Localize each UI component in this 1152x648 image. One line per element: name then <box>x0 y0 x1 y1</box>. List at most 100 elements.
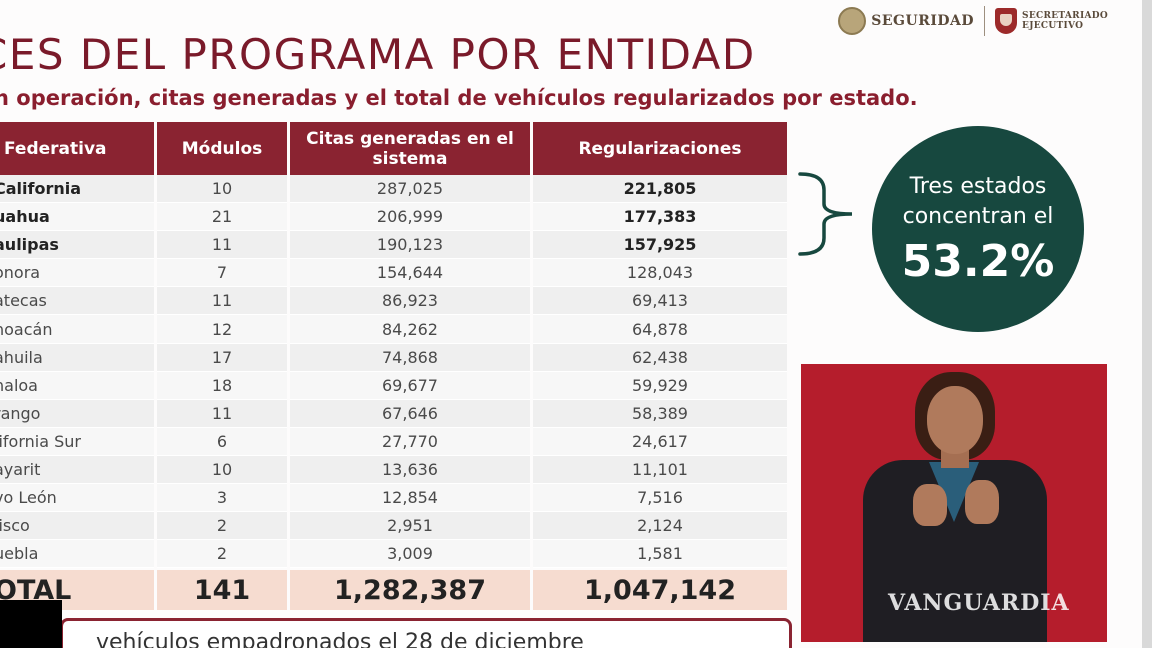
cell-regularizaciones: 128,043 <box>533 259 787 288</box>
table-row: lifornia Sur 6 27,770 24,617 <box>0 427 790 456</box>
cell-citas: 74,868 <box>290 343 530 372</box>
seguridad-logo: SEGURIDAD <box>838 7 974 35</box>
total-regularizaciones: 1,047,142 <box>533 570 787 611</box>
cell-citas: 2,951 <box>290 512 530 541</box>
header-citas: Citas generadas en el sistema <box>290 122 530 175</box>
cell-citas: 69,677 <box>290 371 530 400</box>
callout-percent: 53.2% <box>901 235 1055 287</box>
shield-icon <box>995 8 1018 34</box>
page-subtitle: n operación, citas generadas y el total … <box>0 86 918 110</box>
cell-modulos: 6 <box>157 427 287 456</box>
cell-regularizaciones: 1,581 <box>533 540 787 569</box>
cell-regularizaciones: 64,878 <box>533 315 787 344</box>
cell-modulos: 11 <box>157 287 287 316</box>
callout-text: Tres estados concentran el <box>902 173 1054 229</box>
cell-entidad: uebla <box>0 540 154 569</box>
table-row: vo León 3 12,854 7,516 <box>0 484 790 513</box>
total-modulos: 141 <box>157 570 287 611</box>
header-modulos: Módulos <box>157 122 287 175</box>
cell-entidad: uahua <box>0 203 154 232</box>
cell-citas: 13,636 <box>290 455 530 485</box>
cell-regularizaciones: 11,101 <box>533 455 787 485</box>
cell-entidad: aulipas <box>0 231 154 260</box>
table-row: aulipas 11 190,123 157,925 <box>0 231 790 260</box>
data-table: Federativa Módulos Citas generadas en el… <box>0 122 790 611</box>
cell-modulos: 3 <box>157 484 287 513</box>
cell-modulos: 11 <box>157 399 287 428</box>
cell-entidad: naloa <box>0 371 154 400</box>
cell-regularizaciones: 69,413 <box>533 287 787 316</box>
cell-modulos: 11 <box>157 231 287 260</box>
black-overlay-box <box>0 600 62 648</box>
seguridad-logo-text: SEGURIDAD <box>871 13 975 29</box>
cell-citas: 154,644 <box>290 259 530 288</box>
cell-citas: 67,646 <box>290 399 530 428</box>
cell-citas: 27,770 <box>290 427 530 456</box>
header-entidad: Federativa <box>0 122 154 175</box>
total-row: OTAL 141 1,282,387 1,047,142 <box>0 570 790 611</box>
page-title: CES DEL PROGRAMA POR ENTIDAD <box>0 30 756 79</box>
cell-citas: 287,025 <box>290 175 530 204</box>
cell-regularizaciones: 59,929 <box>533 371 787 400</box>
watermark: VANGUARDIA <box>888 590 1070 616</box>
cell-entidad: ahuila <box>0 343 154 372</box>
seal-icon <box>838 7 867 35</box>
secretariado-logo: SECRETARIADO EJECUTIVO <box>995 8 1108 34</box>
cell-regularizaciones: 24,617 <box>533 427 787 456</box>
cell-citas: 206,999 <box>290 203 530 232</box>
cell-citas: 3,009 <box>290 540 530 569</box>
cell-modulos: 10 <box>157 175 287 204</box>
cell-regularizaciones: 7,516 <box>533 484 787 513</box>
sign-language-interpreter-video <box>801 364 1107 642</box>
table-row: California 10 287,025 221,805 <box>0 175 790 204</box>
brace-icon <box>798 172 853 256</box>
cell-modulos: 7 <box>157 259 287 288</box>
logo-divider <box>984 6 986 36</box>
cell-citas: 190,123 <box>290 231 530 260</box>
cell-modulos: 2 <box>157 540 287 569</box>
cell-regularizaciones: 157,925 <box>533 231 787 260</box>
cell-entidad: ayarit <box>0 455 154 485</box>
cell-modulos: 10 <box>157 455 287 485</box>
cell-citas: 86,923 <box>290 287 530 316</box>
highlight-callout: Tres estados concentran el 53.2% <box>872 126 1084 332</box>
cell-regularizaciones: 2,124 <box>533 512 787 541</box>
cell-modulos: 18 <box>157 371 287 400</box>
table-body: California10287,025221,805uahua21206,999… <box>0 175 790 569</box>
bottom-note-text: vehículos empadronados el 28 de diciembr… <box>96 630 584 648</box>
cell-modulos: 2 <box>157 512 287 541</box>
secretariado-logo-text: SECRETARIADO EJECUTIVO <box>1022 11 1108 31</box>
interpreter-left-hand <box>913 484 947 526</box>
cell-citas: 12,854 <box>290 484 530 513</box>
header-logos: SEGURIDAD SECRETARIADO EJECUTIVO <box>838 6 1108 36</box>
cell-modulos: 21 <box>157 203 287 232</box>
cell-entidad: lisco <box>0 512 154 541</box>
cell-entidad: hoacán <box>0 315 154 344</box>
cell-regularizaciones: 177,383 <box>533 203 787 232</box>
cell-regularizaciones: 62,438 <box>533 343 787 372</box>
right-edge-strip <box>1142 0 1152 648</box>
cell-regularizaciones: 221,805 <box>533 175 787 204</box>
cell-regularizaciones: 58,389 <box>533 399 787 428</box>
cell-entidad: lifornia Sur <box>0 427 154 456</box>
secretariado-line1: SECRETARIADO <box>1022 11 1108 21</box>
secretariado-line2: EJECUTIVO <box>1022 21 1084 31</box>
cell-entidad: vo León <box>0 484 154 513</box>
cell-entidad: California <box>0 175 154 204</box>
cell-entidad: onora <box>0 259 154 288</box>
table-header: Federativa Módulos Citas generadas en el… <box>0 122 790 175</box>
cell-modulos: 17 <box>157 343 287 372</box>
cell-entidad: rango <box>0 399 154 428</box>
interpreter-face <box>927 386 983 454</box>
